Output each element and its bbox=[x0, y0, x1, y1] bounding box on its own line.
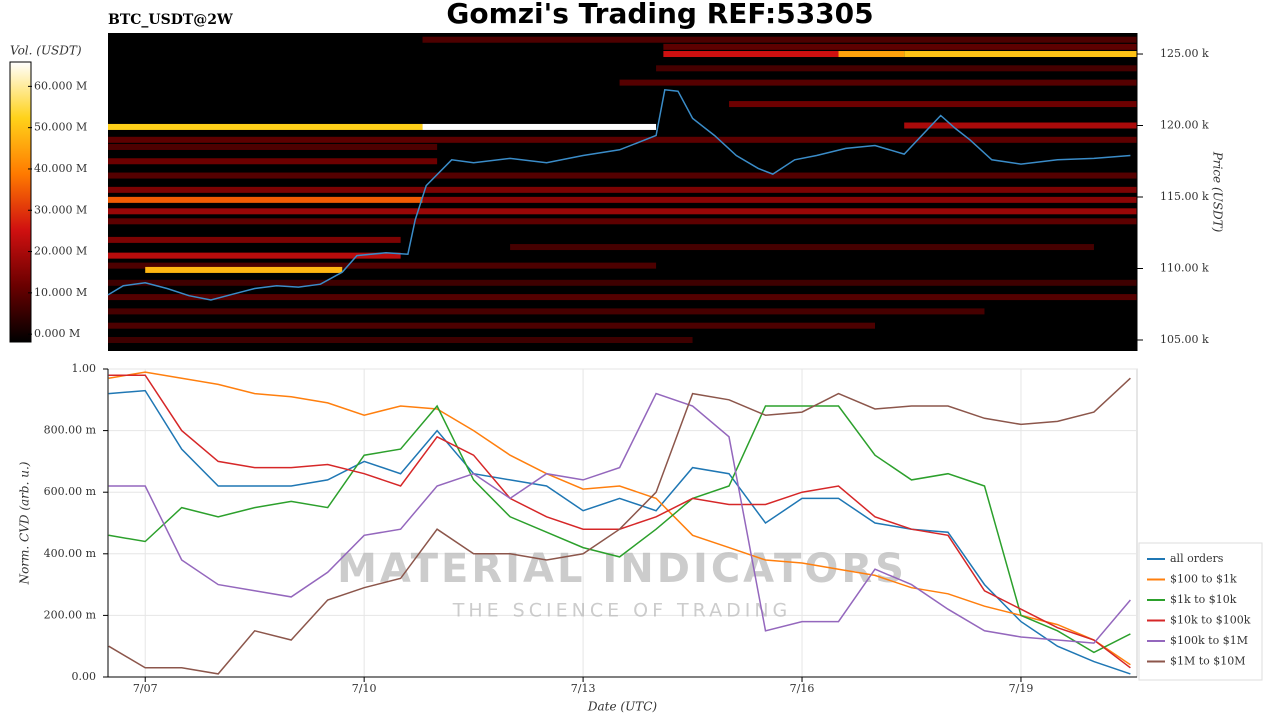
y-tick-label: 400.00 m bbox=[44, 547, 97, 560]
y-tick-label: 120.00 k bbox=[1160, 119, 1209, 132]
heatmap-band bbox=[108, 218, 1137, 225]
colorbar-tick-label: 10.000 M bbox=[34, 286, 87, 299]
price-line bbox=[107, 88, 1131, 301]
heatmap-band bbox=[145, 266, 343, 273]
heatmap-band bbox=[108, 143, 438, 150]
x-tick-label: 7/16 bbox=[790, 682, 815, 695]
y-axis-label: Price (USDT) bbox=[1211, 151, 1225, 233]
cvd-line bbox=[108, 377, 1131, 675]
heatmap-band bbox=[422, 123, 657, 130]
y-tick-label: 200.00 m bbox=[44, 608, 97, 621]
heatmap-band bbox=[108, 196, 423, 203]
x-axis-label: Date (UTC) bbox=[587, 700, 657, 714]
heatmap-band bbox=[108, 186, 1137, 193]
heatmap-band bbox=[619, 79, 1137, 86]
y-axis-label: Norm. CVD (arb. u.) bbox=[18, 461, 32, 585]
heatmap-band bbox=[108, 123, 423, 130]
heatmap-band bbox=[108, 279, 1137, 286]
x-tick-label: 7/13 bbox=[571, 682, 596, 695]
legend-label: $100 to $1k bbox=[1170, 573, 1237, 586]
heatmap-band bbox=[108, 294, 1137, 301]
cvd-line bbox=[108, 404, 1131, 654]
legend-label: $10k to $100k bbox=[1170, 614, 1251, 627]
colorbar-label: Vol. (USDT) bbox=[10, 44, 82, 58]
y-tick-label: 105.00 k bbox=[1160, 333, 1209, 346]
cvd-line bbox=[108, 371, 1131, 666]
heatmap-band bbox=[729, 101, 1137, 108]
y-tick-label: 115.00 k bbox=[1160, 190, 1209, 203]
heatmap-band bbox=[108, 136, 1137, 143]
y-tick-label: 125.00 k bbox=[1160, 47, 1209, 60]
heatmap-band bbox=[108, 172, 1137, 179]
chart-subtitle: BTC_USDT@2W bbox=[108, 12, 233, 28]
legend-label: all orders bbox=[1170, 552, 1224, 565]
heatmap-band bbox=[108, 208, 1137, 215]
watermark: THE SCIENCE OF TRADING bbox=[452, 600, 792, 622]
x-tick-label: 7/07 bbox=[133, 682, 158, 695]
legend-label: $1k to $10k bbox=[1170, 593, 1237, 606]
heatmap-band bbox=[108, 336, 693, 343]
heatmap-band bbox=[663, 43, 1137, 50]
cvd-line bbox=[108, 389, 1131, 675]
plot-area bbox=[107, 368, 1138, 678]
heatmap-band bbox=[904, 122, 1137, 129]
cvd-line bbox=[108, 392, 1131, 644]
heatmap-band bbox=[108, 158, 438, 165]
watermark: MATERIAL INDICATORS bbox=[337, 546, 907, 592]
y-tick-label: 0.00 bbox=[72, 670, 97, 683]
heatmap-band bbox=[656, 65, 1137, 72]
x-tick-label: 7/10 bbox=[352, 682, 377, 695]
heatmap-band bbox=[838, 51, 905, 58]
colorbar-tick-label: 20.000 M bbox=[34, 245, 87, 258]
legend-box bbox=[1138, 542, 1263, 681]
colorbar-tick-label: 60.000 M bbox=[34, 79, 87, 92]
legend-label: $1M to $10M bbox=[1170, 655, 1246, 668]
colorbar bbox=[9, 61, 32, 343]
heatmap-band bbox=[422, 196, 1137, 203]
heatmap-band bbox=[904, 51, 1137, 58]
legend-label: $100k to $1M bbox=[1170, 634, 1248, 647]
y-tick-label: 800.00 m bbox=[44, 424, 97, 437]
heatmap-band bbox=[422, 36, 1137, 43]
colorbar-tick-label: 0.000 M bbox=[34, 327, 80, 340]
heatmap-band bbox=[108, 308, 985, 315]
heatmap-band bbox=[108, 236, 401, 243]
heatmap-band bbox=[663, 51, 839, 58]
heatmap-band bbox=[108, 322, 876, 329]
page-title: Gomzi's Trading REF:53305 bbox=[446, 0, 873, 30]
y-tick-label: 110.00 k bbox=[1160, 261, 1209, 274]
colorbar-tick-label: 40.000 M bbox=[34, 162, 87, 175]
y-tick-label: 1.00 bbox=[72, 362, 97, 375]
x-tick-label: 7/19 bbox=[1009, 682, 1034, 695]
colorbar-tick-label: 50.000 M bbox=[34, 121, 87, 134]
heatmap-band bbox=[108, 252, 401, 259]
heatmap-band bbox=[510, 244, 1094, 251]
colorbar-tick-label: 30.000 M bbox=[34, 203, 87, 216]
y-tick-label: 600.00 m bbox=[44, 485, 97, 498]
heatmap-band bbox=[108, 262, 657, 269]
